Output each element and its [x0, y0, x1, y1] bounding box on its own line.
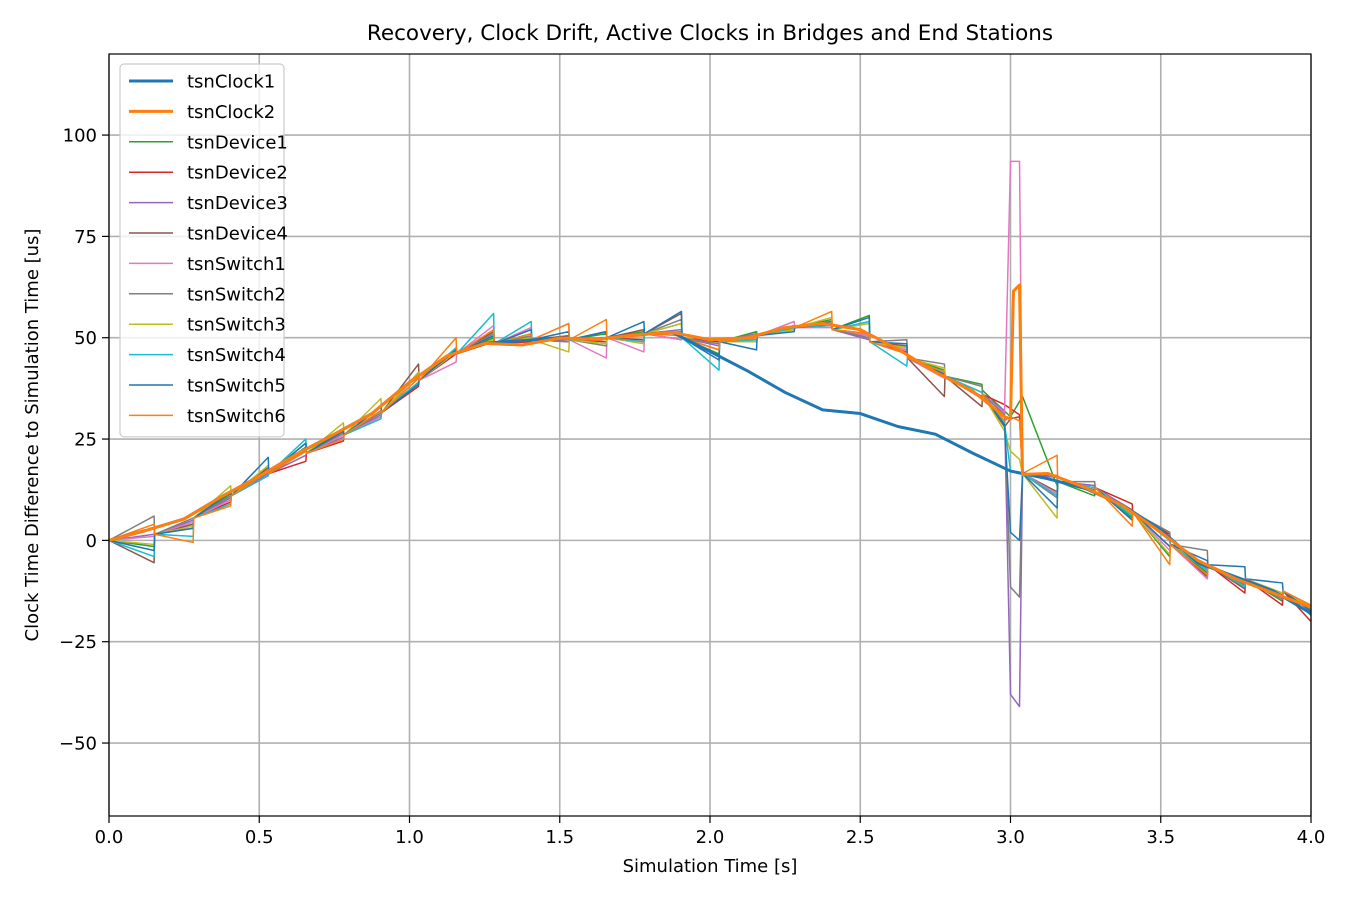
- series-line-tsnClock2: [109, 283, 1311, 609]
- y-tick-label: 50: [74, 328, 97, 349]
- legend-label: tsnSwitch3: [187, 315, 286, 336]
- x-axis-title: Simulation Time [s]: [623, 856, 798, 877]
- y-tick-label: −25: [59, 632, 97, 653]
- y-tick-label: −50: [59, 734, 97, 755]
- x-tick-label: 0.5: [245, 827, 274, 848]
- x-tick-label: 4.0: [1297, 827, 1326, 848]
- legend-label: tsnDevice4: [187, 224, 288, 245]
- x-tick-label: 3.0: [996, 827, 1025, 848]
- x-tick-label: 1.5: [545, 827, 574, 848]
- legend-label: tsnSwitch2: [187, 284, 286, 305]
- chart-title: Recovery, Clock Drift, Active Clocks in …: [367, 21, 1053, 46]
- legend-label: tsnDevice2: [187, 163, 288, 184]
- legend-label: tsnSwitch6: [187, 406, 286, 427]
- legend-label: tsnDevice1: [187, 132, 288, 153]
- y-axis-title: Clock Time Difference to Simulation Time…: [22, 229, 43, 642]
- x-tick-label: 2.0: [696, 827, 725, 848]
- y-tick-label: 75: [74, 227, 97, 248]
- x-tick-label: 2.5: [846, 827, 875, 848]
- y-tick-label: 0: [86, 531, 97, 552]
- x-tick-label: 1.0: [395, 827, 424, 848]
- legend-label: tsnSwitch1: [187, 254, 286, 275]
- legend-label: tsnSwitch5: [187, 376, 286, 397]
- legend: tsnClock1 tsnClock2 tsnDevice1 tsnDevice2 ts…: [119, 63, 288, 438]
- y-tick-label: 25: [74, 430, 97, 451]
- x-tick-label: 3.5: [1146, 827, 1175, 848]
- legend-label: tsnSwitch4: [187, 345, 286, 366]
- y-tick-label: 100: [63, 126, 97, 147]
- legend-label: tsnDevice3: [187, 193, 288, 214]
- ticks: 0.0 0.5 1.0 1.5 2.0 2.5 3.0 3.5 4.0 −50 −25 0 25 50 75…: [59, 126, 1325, 848]
- legend-box: [119, 63, 285, 438]
- legend-label: tsnClock1: [187, 72, 275, 93]
- x-tick-label: 0.0: [95, 827, 124, 848]
- legend-label: tsnClock2: [187, 102, 275, 123]
- series-layer: [109, 160, 1311, 708]
